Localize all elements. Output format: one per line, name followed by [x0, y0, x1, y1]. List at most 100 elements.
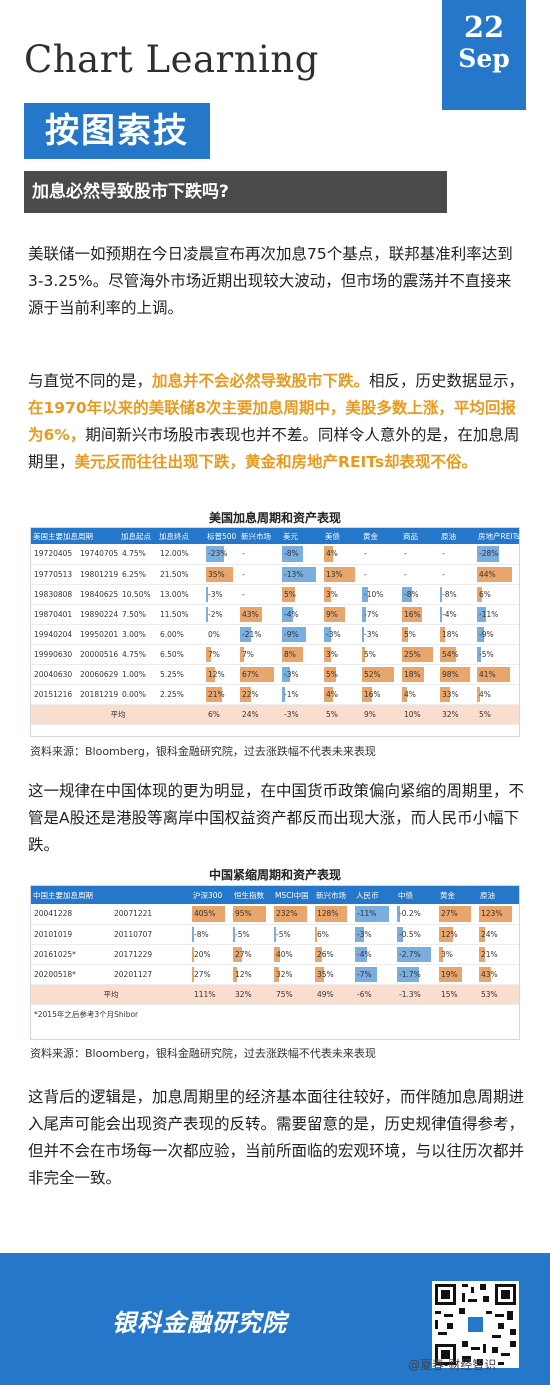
- paragraph-2-text: 相反，历史数据显示，: [369, 372, 525, 390]
- value-bar: [206, 666, 215, 682]
- column-header: 原油: [439, 528, 476, 544]
- column-header: 商品: [401, 528, 439, 544]
- table-cell: 7%: [239, 644, 281, 665]
- table-cell: 35%: [205, 564, 239, 585]
- value-bar: [439, 946, 443, 962]
- cn-table-grid: 中国主要加息周期 沪深300 恒生指数 MSCI中国 新兴市场 人民币 中债 黄金 原油 2004…: [31, 886, 519, 1005]
- average-cell: -6%: [354, 984, 396, 1005]
- qr-code-icon[interactable]: [432, 1281, 519, 1368]
- average-label: 平均: [31, 984, 191, 1005]
- table-cell: 12%: [438, 924, 478, 945]
- table-cell: 20101019: [31, 924, 111, 945]
- table-cell: 5%: [281, 584, 323, 605]
- table-cell: -: [239, 584, 281, 605]
- table-cell: 41%: [476, 664, 519, 685]
- value-bar: [402, 586, 412, 602]
- column-header: 中国主要加息周期: [31, 886, 111, 904]
- value-bar: [440, 586, 442, 602]
- table-cell: 20000516: [77, 644, 119, 665]
- value-bar: [315, 906, 347, 922]
- paragraph-2-text: 期间新兴市场股市表现也并不差。同样令人意外的是，在加息周期里，: [28, 426, 520, 471]
- table-cell: 5%: [323, 664, 361, 685]
- table-cell: 12%: [232, 964, 273, 985]
- table-row: 20200518* 20201127 27% 12% 32% 35% -7% -1.7% 19%…: [31, 964, 519, 985]
- us-table-source: 资料来源：Bloomberg，银科金融研究院，过去涨跌幅不代表未来表现: [30, 745, 376, 758]
- table-cell: 19940204: [31, 624, 77, 645]
- table-cell: 26%: [314, 944, 354, 965]
- table-cell: 19950201: [77, 624, 119, 645]
- value-bar: [324, 626, 331, 642]
- column-header: 原油: [478, 886, 519, 904]
- table-row: 20161025* 20171229 20% 27% 40% 26% -4% -2.7% 3% 2…: [31, 944, 519, 965]
- table-cell: 44%: [476, 564, 519, 585]
- value-bar: [192, 946, 194, 962]
- table-cell: -9%: [281, 624, 323, 645]
- table-cell: 20201127: [111, 964, 191, 985]
- average-cell: 32%: [232, 984, 273, 1005]
- value-bar: [233, 926, 235, 942]
- column-header: MSCI中国: [273, 886, 314, 904]
- value-bar: [355, 966, 377, 982]
- value-bar: [240, 606, 262, 622]
- cn-table: 中国主要加息周期 沪深300 恒生指数 MSCI中国 新兴市场 人民币 中债 黄金 原油 2004…: [30, 885, 520, 1040]
- table-cell: 18%: [439, 624, 476, 645]
- value-bar: [282, 626, 306, 642]
- column-header: [77, 528, 119, 544]
- table-cell: -5%: [232, 924, 273, 945]
- table-cell: -5%: [273, 924, 314, 945]
- table-cell: 13%: [323, 564, 361, 585]
- value-bar: [233, 946, 242, 962]
- value-bar: [477, 626, 484, 642]
- value-bar: [274, 926, 276, 942]
- date-day: 22: [463, 10, 505, 44]
- table-cell: 20040630: [31, 664, 77, 685]
- table-cell: 13.00%: [157, 584, 205, 605]
- table-cell: 5%: [361, 644, 401, 665]
- table-cell: -7%: [354, 964, 396, 985]
- value-bar: [315, 926, 317, 942]
- table-cell: 19770513: [31, 564, 77, 585]
- table-cell: 20060629: [77, 664, 119, 685]
- table-cell: 20071221: [111, 904, 191, 925]
- table-cell: 21%: [205, 684, 239, 705]
- table-cell: -4%: [354, 944, 396, 965]
- value-bar: [240, 626, 251, 642]
- value-bar: [362, 686, 372, 702]
- table-cell: 3%: [323, 644, 361, 665]
- value-bar: [324, 586, 331, 602]
- table-cell: -3%: [281, 664, 323, 685]
- table-row: 19830808 19840625 10.50% 13.00% -3% -5% 3% -10%…: [31, 584, 519, 605]
- average-cell: 5%: [476, 704, 519, 725]
- paragraph-2-text: 与直觉不同的是，: [28, 372, 153, 390]
- table-cell: -: [361, 564, 401, 585]
- table-cell: 6%: [314, 924, 354, 945]
- value-bar: [440, 646, 456, 662]
- value-bar: [206, 566, 233, 582]
- table-row: 19770513 19801219 6.25% 21.50% 35% - -13% 13% - -…: [31, 564, 519, 585]
- table-cell: 54%: [439, 644, 476, 665]
- value-bar: [397, 946, 431, 962]
- value-bar: [282, 646, 303, 662]
- table-cell: 3%: [438, 944, 478, 965]
- table-cell: -: [401, 544, 439, 565]
- date-badge: 22 Sep: [442, 0, 526, 110]
- value-bar: [282, 686, 285, 702]
- value-bar: [440, 666, 470, 682]
- average-row: 平均 111% 32% 75% 49% -6% -1.3% 15% 53%: [31, 984, 519, 1005]
- table-cell: 6.50%: [157, 644, 205, 665]
- value-bar: [402, 666, 424, 682]
- column-header: 标普500: [205, 528, 239, 544]
- column-header: 美国主要加息周期: [31, 528, 93, 544]
- table-cell: 10.50%: [119, 584, 157, 605]
- table-cell: -3%: [354, 924, 396, 945]
- table-cell: 19830808: [31, 584, 77, 605]
- table-cell: -2.7%: [396, 944, 438, 965]
- table-cell: 128%: [314, 904, 354, 925]
- value-bar: [355, 946, 367, 962]
- table-cell: -11%: [476, 604, 519, 625]
- table-cell: 43%: [239, 604, 281, 625]
- value-bar: [440, 606, 442, 622]
- value-bar: [402, 646, 433, 662]
- table-cell: 12%: [205, 664, 239, 685]
- table-cell: 19%: [438, 964, 478, 985]
